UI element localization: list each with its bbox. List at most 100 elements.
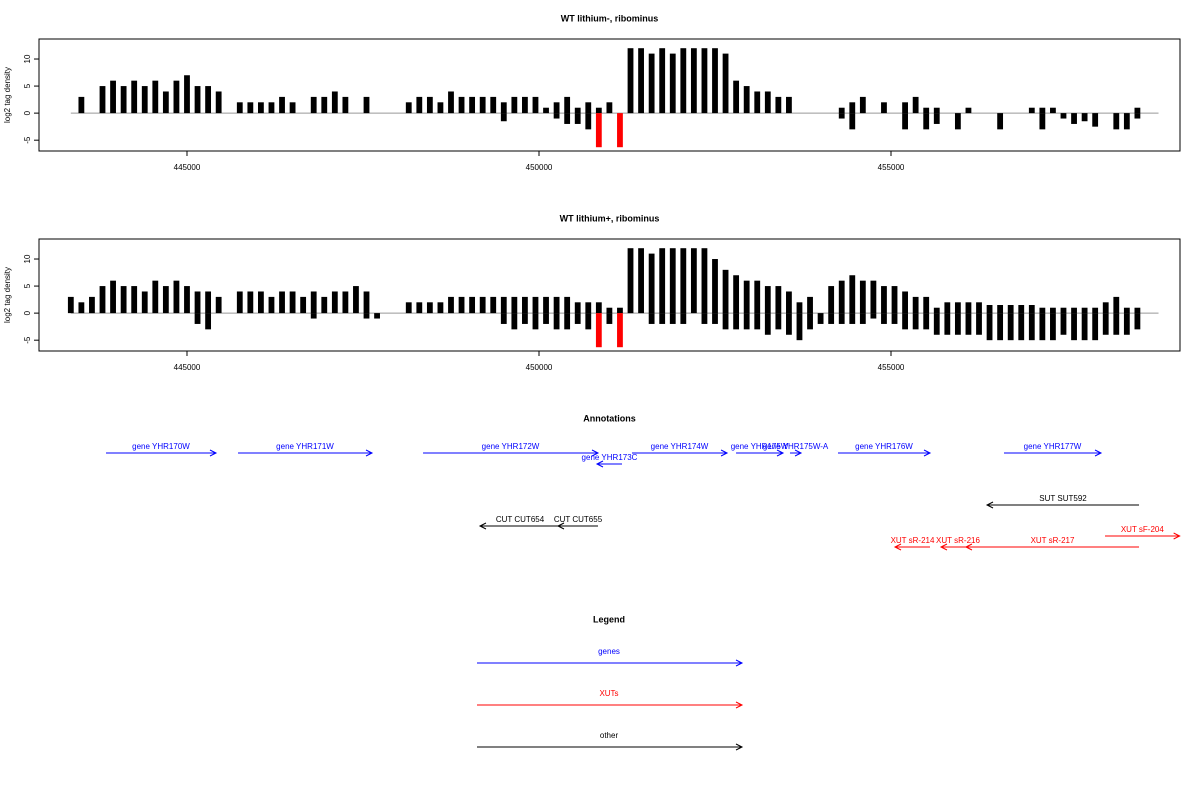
density-bar <box>690 48 697 114</box>
arrow-head <box>478 522 487 530</box>
density-bar <box>859 313 866 324</box>
density-bar <box>828 313 835 324</box>
density-bar <box>1028 313 1035 341</box>
feature-label: gene YHR170W <box>132 442 190 451</box>
density-bar <box>1039 107 1046 114</box>
density-bar <box>331 91 338 114</box>
density-bar <box>976 313 982 335</box>
density-bar <box>1092 113 1099 127</box>
density-bar <box>405 302 412 314</box>
feature-label: gene YHR173C <box>582 453 638 462</box>
density-bar <box>162 286 169 314</box>
density-bar <box>78 302 85 314</box>
density-bar <box>247 291 254 314</box>
density-bar <box>131 80 138 114</box>
arrow-head <box>556 522 565 530</box>
density-bar <box>680 248 687 314</box>
density-bar <box>405 102 412 114</box>
density-bar <box>954 113 961 130</box>
density-bar <box>236 291 243 314</box>
density-bar <box>1050 313 1056 341</box>
density-bar <box>194 313 201 324</box>
density-bar <box>838 280 845 314</box>
density-bar <box>1007 305 1014 314</box>
density-bar <box>743 280 750 314</box>
density-bar <box>500 313 507 324</box>
density-bar <box>617 313 623 348</box>
density-bar <box>1081 313 1088 341</box>
density-bar <box>786 291 792 314</box>
density-bar <box>162 91 169 114</box>
feature-label: CUT CUT654 <box>496 515 545 524</box>
feature-label: XUT sR-214 <box>891 536 935 545</box>
density-bar <box>796 313 803 341</box>
density-bar <box>543 107 549 114</box>
feature-label: XUT sR-217 <box>1031 536 1075 545</box>
feature-label: XUT sR-216 <box>936 536 980 545</box>
density-bar <box>511 96 518 114</box>
density-bar <box>553 113 560 119</box>
y-axis-label: log2 tag density <box>3 267 12 323</box>
density-bar <box>902 113 908 130</box>
density-bar <box>1050 107 1056 114</box>
density-bar <box>500 113 507 122</box>
density-bar <box>648 313 655 324</box>
density-bar <box>617 113 623 148</box>
density-bar <box>1039 307 1046 314</box>
x-tick-label: 445000 <box>174 363 201 372</box>
density-bar <box>923 107 930 114</box>
density-bar <box>205 313 212 330</box>
density-bar <box>638 248 644 314</box>
density-bar <box>1123 313 1130 335</box>
density-bar <box>574 113 581 124</box>
density-bar <box>1134 313 1141 330</box>
arrow-head <box>735 743 744 751</box>
density-bar <box>1060 113 1067 119</box>
y-axis-label: log2 tag density <box>3 67 12 123</box>
feature-label: SUT SUT592 <box>1039 494 1087 503</box>
density-bar <box>1028 305 1035 314</box>
density-bar <box>437 102 444 114</box>
density-bar <box>1081 307 1088 314</box>
density-bar <box>933 107 940 114</box>
density-bar <box>543 313 549 324</box>
density-bar <box>194 86 201 114</box>
density-bar <box>712 259 718 314</box>
density-bar <box>215 91 222 114</box>
arrow-head <box>923 449 932 457</box>
density-bar <box>733 80 740 114</box>
density-bar <box>268 102 275 114</box>
density-bar <box>363 291 370 314</box>
density-bar <box>458 96 465 114</box>
x-tick-label: 455000 <box>878 163 905 172</box>
density-bar <box>426 302 433 314</box>
density-bar <box>120 86 127 114</box>
density-bar <box>247 102 254 114</box>
density-bar <box>532 296 539 314</box>
density-bar <box>933 313 940 335</box>
density-bar <box>141 86 148 114</box>
density-bar <box>67 296 74 314</box>
density-bar <box>564 113 571 124</box>
density-bar <box>669 248 676 314</box>
density-bar <box>1039 313 1046 341</box>
density-bar <box>574 107 581 114</box>
density-bar <box>849 102 856 114</box>
density-bar <box>764 91 771 114</box>
density-bar <box>78 96 85 114</box>
density-bar <box>680 48 687 114</box>
density-bar <box>701 248 708 314</box>
density-bar <box>954 302 961 314</box>
density-bar <box>1071 307 1077 314</box>
density-bar <box>807 313 813 330</box>
density-bar <box>437 302 444 314</box>
arrow-head <box>735 659 744 667</box>
density-bar <box>448 296 454 314</box>
density-bar <box>954 313 961 335</box>
density-bar <box>310 313 317 319</box>
density-bar <box>944 313 951 335</box>
density-bar <box>764 313 771 335</box>
density-bar <box>849 113 856 130</box>
density-bar <box>522 296 528 314</box>
density-bar <box>522 313 528 324</box>
